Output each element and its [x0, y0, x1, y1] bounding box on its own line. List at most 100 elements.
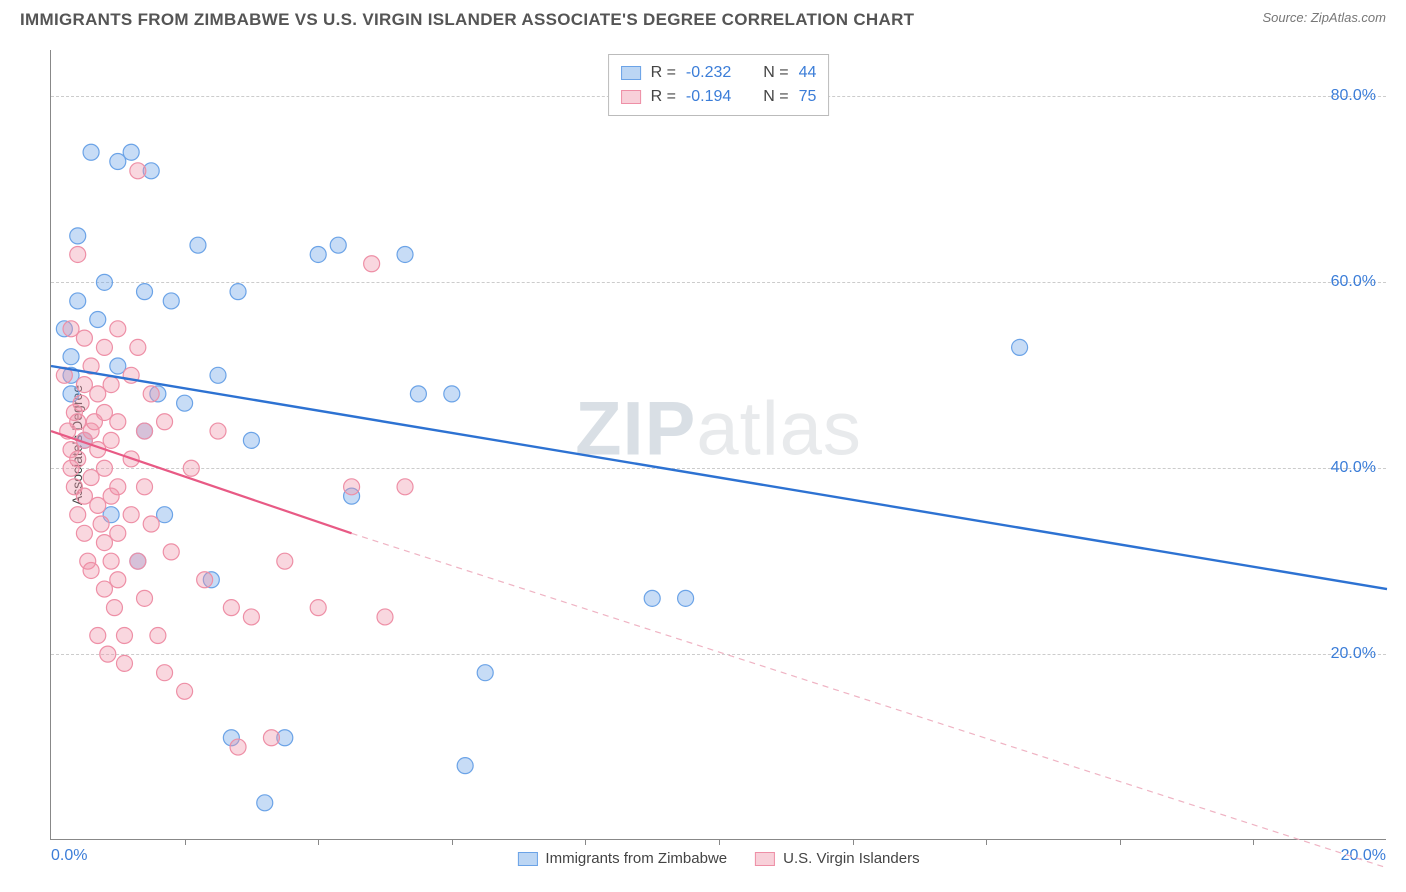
scatter-point: [457, 758, 473, 774]
scatter-point: [344, 479, 360, 495]
scatter-point: [310, 600, 326, 616]
swatch-blue-icon: [517, 852, 537, 866]
scatter-point: [70, 228, 86, 244]
scatter-point: [96, 339, 112, 355]
scatter-point: [110, 321, 126, 337]
scatter-point: [76, 525, 92, 541]
scatter-point: [183, 460, 199, 476]
scatter-point: [644, 590, 660, 606]
scatter-point: [116, 628, 132, 644]
scatter-point: [130, 163, 146, 179]
x-tick: [452, 839, 453, 845]
scatter-point: [96, 274, 112, 290]
scatter-point: [137, 479, 153, 495]
scatter-point: [157, 665, 173, 681]
scatter-point: [263, 730, 279, 746]
scatter-point: [377, 609, 393, 625]
scatter-point: [70, 293, 86, 309]
chart-plot-area: Associate's Degree ZIPatlas 20.0%40.0%60…: [50, 50, 1386, 840]
scatter-point: [243, 432, 259, 448]
scatter-point: [90, 312, 106, 328]
scatter-point: [223, 600, 239, 616]
scatter-point: [277, 553, 293, 569]
scatter-point: [410, 386, 426, 402]
scatter-point: [364, 256, 380, 272]
scatter-point: [110, 525, 126, 541]
x-axis-max-label: 20.0%: [1341, 847, 1386, 865]
scatter-point: [90, 628, 106, 644]
scatter-point: [210, 367, 226, 383]
x-tick: [719, 839, 720, 845]
scatter-point: [130, 553, 146, 569]
scatter-point: [123, 507, 139, 523]
legend-label: Immigrants from Zimbabwe: [545, 850, 727, 867]
source-name: ZipAtlas.com: [1311, 10, 1386, 25]
scatter-point: [257, 795, 273, 811]
scatter-point: [150, 628, 166, 644]
scatter-point: [678, 590, 694, 606]
scatter-point: [143, 386, 159, 402]
chart-title: IMMIGRANTS FROM ZIMBABWE VS U.S. VIRGIN …: [20, 10, 914, 30]
scatter-point: [177, 683, 193, 699]
scatter-point: [63, 349, 79, 365]
scatter-point: [230, 284, 246, 300]
scatter-point: [83, 562, 99, 578]
scatter-point: [1012, 339, 1028, 355]
scatter-point: [103, 553, 119, 569]
scatter-point: [157, 414, 173, 430]
legend-item-usvi: U.S. Virgin Islanders: [755, 850, 919, 867]
scatter-point: [73, 395, 89, 411]
scatter-point: [110, 414, 126, 430]
scatter-point: [397, 246, 413, 262]
scatter-point: [110, 479, 126, 495]
scatter-point: [163, 544, 179, 560]
scatter-point: [116, 655, 132, 671]
scatter-point: [137, 590, 153, 606]
scatter-point: [190, 237, 206, 253]
scatter-point: [70, 507, 86, 523]
x-tick: [318, 839, 319, 845]
source-attribution: Source: ZipAtlas.com: [1262, 10, 1386, 25]
scatter-point: [177, 395, 193, 411]
scatter-point: [96, 460, 112, 476]
scatter-svg: [51, 50, 1386, 839]
scatter-point: [210, 423, 226, 439]
scatter-point: [137, 423, 153, 439]
scatter-point: [103, 377, 119, 393]
trendline-zimbabwe: [51, 366, 1387, 589]
scatter-point: [163, 293, 179, 309]
scatter-point: [143, 516, 159, 532]
x-tick: [185, 839, 186, 845]
scatter-point: [103, 432, 119, 448]
x-tick: [986, 839, 987, 845]
legend-item-zimbabwe: Immigrants from Zimbabwe: [517, 850, 727, 867]
scatter-point: [230, 739, 246, 755]
scatter-point: [330, 237, 346, 253]
scatter-point: [76, 330, 92, 346]
scatter-point: [70, 246, 86, 262]
x-tick: [853, 839, 854, 845]
x-axis-min-label: 0.0%: [51, 847, 87, 865]
scatter-point: [477, 665, 493, 681]
x-tick: [1253, 839, 1254, 845]
swatch-pink-icon: [755, 852, 775, 866]
scatter-point: [100, 646, 116, 662]
scatter-point: [83, 144, 99, 160]
scatter-point: [130, 339, 146, 355]
scatter-point: [310, 246, 326, 262]
x-tick: [1120, 839, 1121, 845]
scatter-point: [397, 479, 413, 495]
scatter-point: [243, 609, 259, 625]
scatter-point: [197, 572, 213, 588]
scatter-point: [93, 516, 109, 532]
scatter-point: [110, 572, 126, 588]
legend-label: U.S. Virgin Islanders: [783, 850, 919, 867]
trendline-usvi-dashed: [352, 533, 1387, 868]
source-label: Source:: [1262, 10, 1310, 25]
x-tick: [585, 839, 586, 845]
scatter-point: [444, 386, 460, 402]
scatter-point: [106, 600, 122, 616]
series-legend: Immigrants from Zimbabwe U.S. Virgin Isl…: [517, 850, 919, 867]
scatter-point: [137, 284, 153, 300]
scatter-point: [123, 144, 139, 160]
